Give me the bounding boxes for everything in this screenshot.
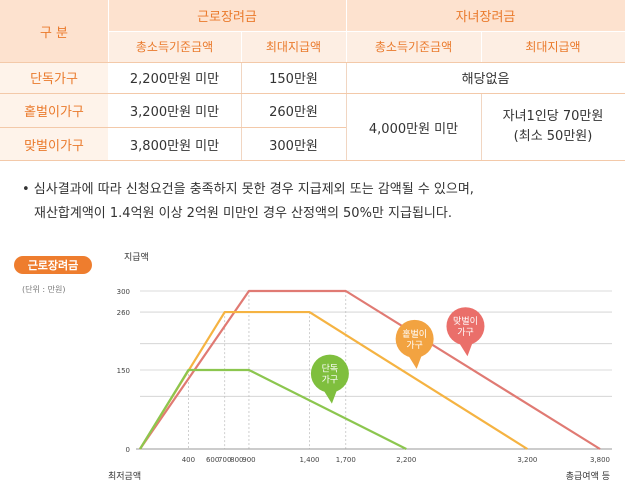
group-header-work-incentive: 근로장려금 bbox=[108, 0, 346, 31]
y-tick-label: 150 bbox=[117, 367, 130, 375]
x-axis-label-left: 최저금액 bbox=[108, 470, 141, 482]
cell-child-income: 4,000만원 미만 bbox=[346, 93, 481, 161]
cell-single-income: 2,200만원 미만 bbox=[108, 62, 241, 93]
x-tick-label: 700 bbox=[218, 456, 231, 464]
y-tick-label: 0 bbox=[126, 446, 130, 454]
subheader-income: 총소득기준금액 bbox=[108, 31, 241, 62]
x-tick-label: 900 bbox=[242, 456, 255, 464]
note-line2: 재산합계액이 1.4억원 이상 2억원 미만인 경우 산정액의 50%만 지급됩… bbox=[34, 206, 452, 221]
x-tick-label: 400 bbox=[182, 456, 195, 464]
cell-single-max: 150만원 bbox=[241, 62, 346, 93]
cell-single-earner-max: 260만원 bbox=[241, 93, 346, 127]
x-axis-label-right: 총급여액 등 bbox=[566, 470, 610, 482]
cell-dual-earner-income: 3,800만원 미만 bbox=[108, 127, 241, 161]
x-tick-label: 3,200 bbox=[517, 456, 537, 464]
series-callout-0: 맞벌이가구 bbox=[446, 307, 485, 357]
table-corner: 구 분 bbox=[0, 0, 108, 62]
x-tick-label: 1,400 bbox=[299, 456, 319, 464]
subheader-max: 최대지급액 bbox=[241, 31, 346, 62]
row-label-single-earner: 홑벌이가구 bbox=[0, 93, 108, 127]
cell-dual-earner-max: 300만원 bbox=[241, 127, 346, 161]
callout-text: 단독 bbox=[322, 364, 339, 375]
subheader-child-max: 최대지급액 bbox=[481, 31, 625, 62]
eligibility-note: • 심사결과에 따라 신청요건을 충족하지 못한 경우 지급제외 또는 감액될 … bbox=[22, 178, 622, 226]
callout-text: 가구 bbox=[457, 327, 474, 338]
series-callout-2: 단독가구 bbox=[310, 354, 349, 404]
callout-text: 가구 bbox=[406, 340, 423, 351]
callout-text: 가구 bbox=[322, 375, 339, 386]
benefit-table: 구 분 근로장려금 자녀장려금 총소득기준금액 최대지급액 총소득기준금액 최대… bbox=[0, 0, 625, 161]
x-tick-label: 800 bbox=[230, 456, 243, 464]
x-tick-label: 600 bbox=[206, 456, 219, 464]
cell-single-earner-income: 3,200만원 미만 bbox=[108, 93, 241, 127]
y-axis-label: 지급액 bbox=[124, 251, 149, 263]
x-tick-label: 2,200 bbox=[396, 456, 416, 464]
cell-child-not-applicable: 해당없음 bbox=[346, 62, 625, 93]
series-callout-1: 홑벌이가구 bbox=[395, 319, 434, 369]
row-label-dual-earner: 맞벌이가구 bbox=[0, 127, 108, 161]
x-tick-label: 1,700 bbox=[336, 456, 356, 464]
cell-child-max: 자녀1인당 70만원 (최소 50만원) bbox=[481, 93, 625, 161]
note-line1: • 심사결과에 따라 신청요건을 충족하지 못한 경우 지급제외 또는 감액될 … bbox=[22, 182, 474, 197]
series-line-2 bbox=[139, 368, 407, 450]
y-tick-label: 300 bbox=[117, 288, 130, 296]
subheader-child-income: 총소득기준금액 bbox=[346, 31, 481, 62]
chart-unit: (단위 : 만원) bbox=[22, 285, 66, 294]
group-header-child-incentive: 자녀장려금 bbox=[346, 0, 625, 31]
x-tick-label: 3,800 bbox=[590, 456, 610, 464]
child-max-line1: 자녀1인당 70만원 bbox=[502, 109, 604, 124]
y-tick-label: 260 bbox=[117, 309, 130, 317]
callout-text: 홑벌이 bbox=[402, 328, 427, 340]
row-label-single: 단독가구 bbox=[0, 62, 108, 93]
chart-badge: 근로장려금 bbox=[14, 256, 92, 274]
child-max-line2: (최소 50만원) bbox=[513, 129, 593, 144]
callout-text: 맞벌이 bbox=[453, 315, 478, 327]
